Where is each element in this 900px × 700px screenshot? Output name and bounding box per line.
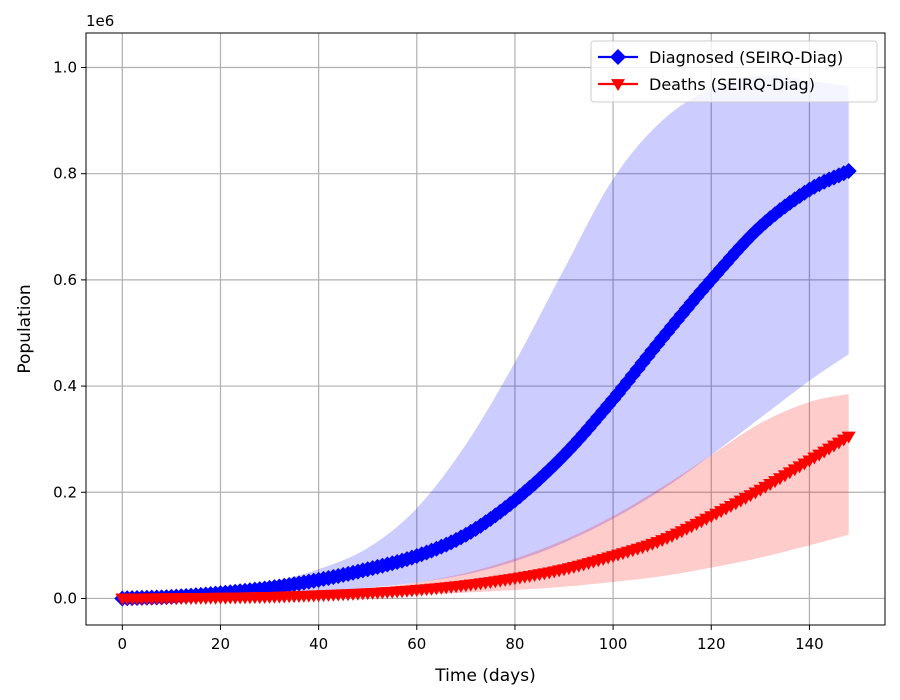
legend-swatch-diagnosed [598,49,638,65]
y-axis-offset-label: 1e6 [86,12,114,30]
legend-box [590,40,878,103]
x-tick-label: 80 [505,635,524,653]
x-tick-label: 40 [309,635,328,653]
legend-marker [610,49,626,65]
series-markers [114,163,857,607]
legend-label-diagnosed: Diagnosed (SEIRQ-Diag) [649,48,843,67]
x-tick-label: 120 [697,635,726,653]
y-tick-label: 0.4 [53,377,77,395]
legend: Diagnosed (SEIRQ-Diag) Deaths (SEIRQ-Dia… [590,40,878,103]
legend-marker [611,79,625,91]
plot-frame [85,32,886,626]
y-axis-ticks: 0.0 0.2 0.4 0.6 0.8 1.0 [53,59,86,607]
x-tick-label: 20 [211,635,230,653]
legend-entry-deaths: Deaths (SEIRQ-Diag) [598,75,815,94]
y-tick-label: 0.0 [53,589,77,607]
x-tick-label: 0 [118,635,128,653]
y-axis-label: Population [15,284,35,373]
diagnosed-point [497,500,514,517]
confidence-band-0 [122,75,849,599]
y-tick-label: 0.6 [53,271,77,289]
confidence-band-1 [122,394,849,599]
confidence-bands [122,75,849,599]
x-axis-ticks: 0 20 40 60 80 100 120 140 [118,625,824,653]
x-tick-label: 100 [599,635,628,653]
legend-entry-diagnosed: Diagnosed (SEIRQ-Diag) [598,48,843,67]
legend-label-deaths: Deaths (SEIRQ-Diag) [649,75,815,94]
diagnosed-point [840,163,857,180]
y-tick-label: 0.8 [53,165,77,183]
deaths-point [841,431,856,444]
x-tick-label: 140 [795,635,824,653]
x-axis-label: Time (days) [434,666,535,686]
legend-swatch-deaths [598,79,638,91]
y-tick-label: 0.2 [53,483,77,501]
y-tick-label: 1.0 [53,59,77,77]
x-tick-label: 60 [407,635,426,653]
